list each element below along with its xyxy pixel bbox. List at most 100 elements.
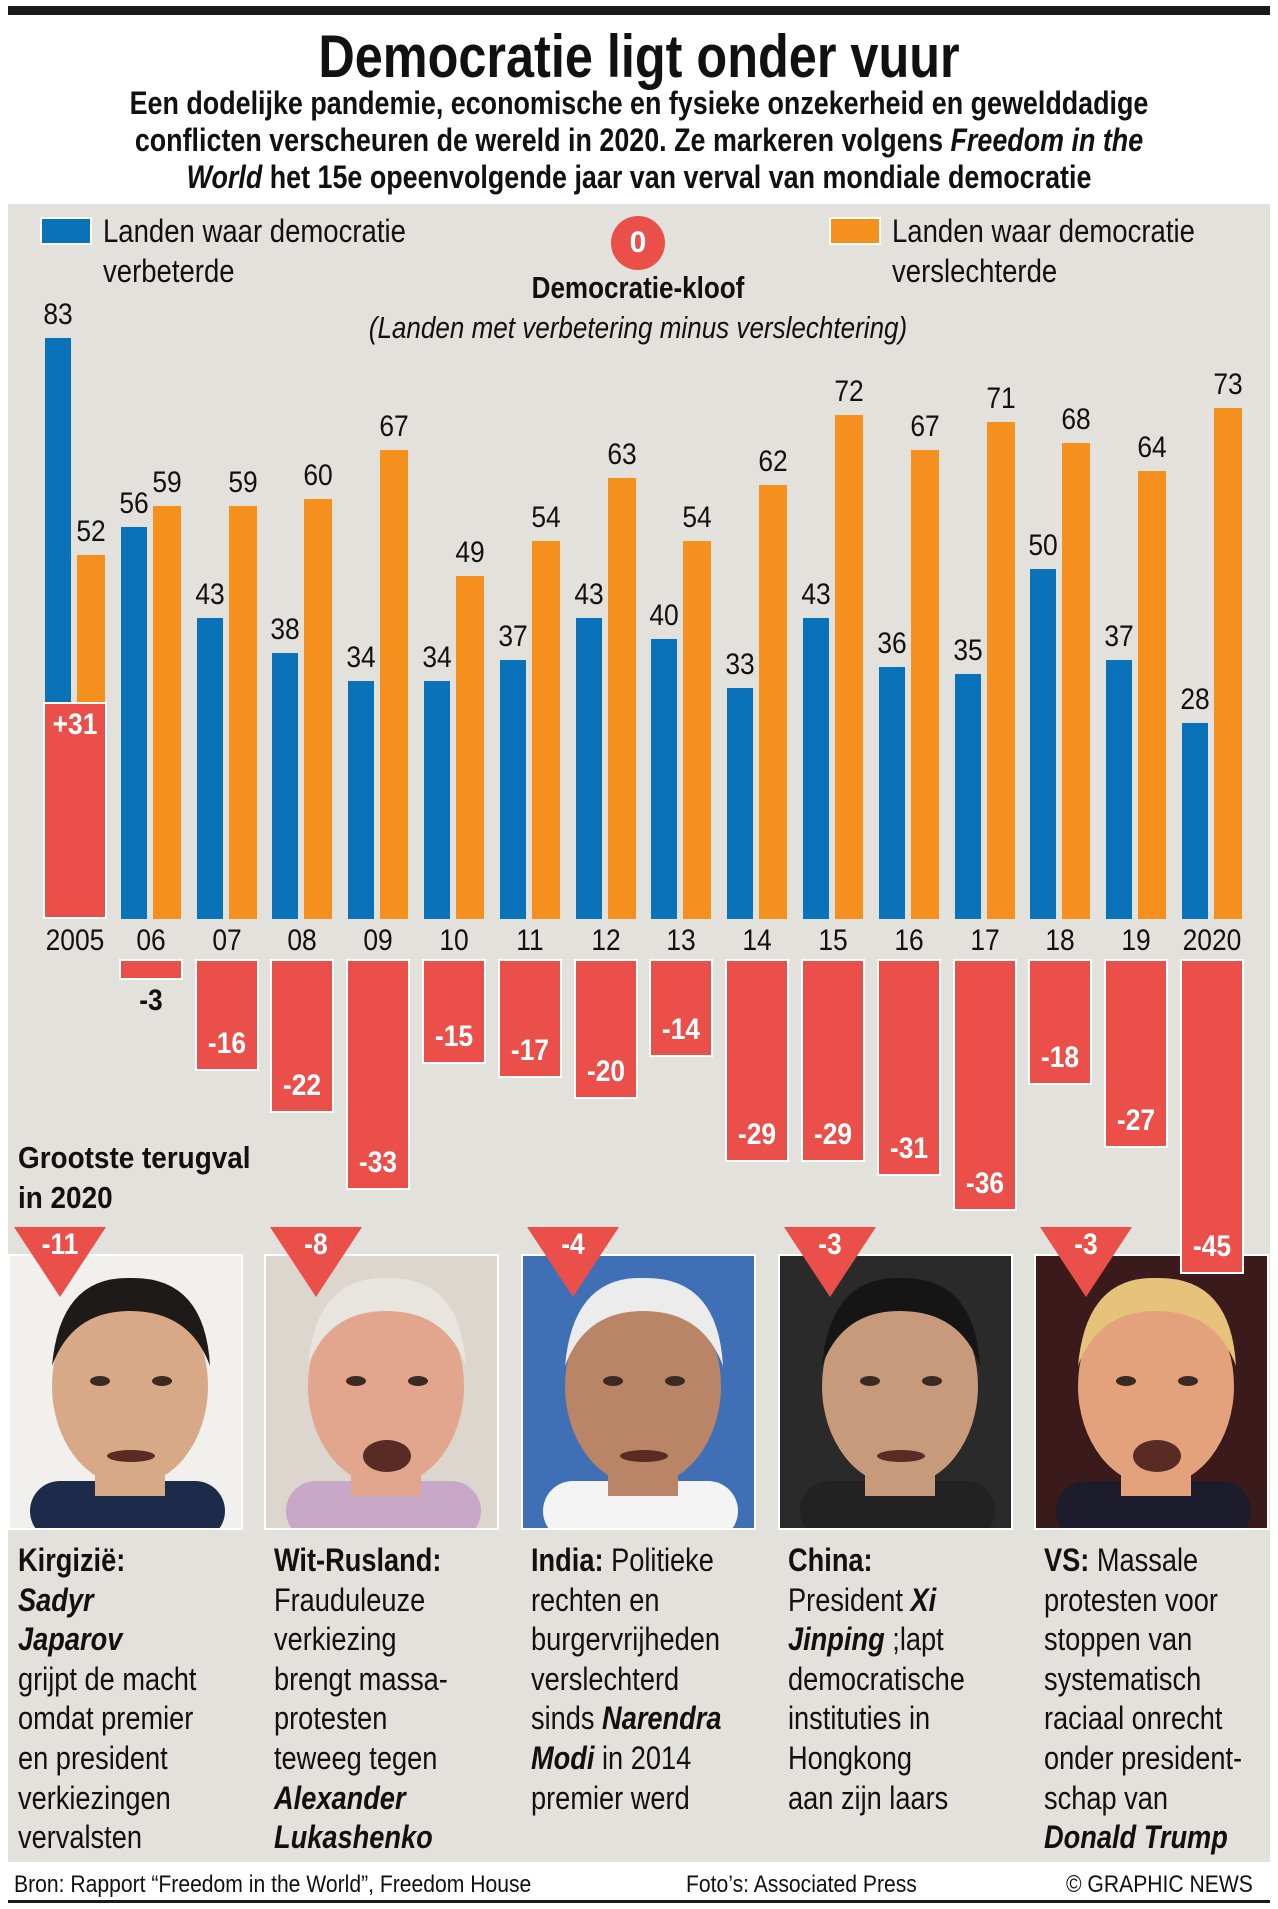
subtitle-line-text: Een dodelijke pandemie, economische en f… <box>102 84 1176 122</box>
worsened-value: 54 <box>531 501 561 534</box>
caption-line: teweeg tegen <box>274 1739 512 1779</box>
caption-line: democratische <box>788 1660 1026 1700</box>
gap-value: -16 <box>207 1027 246 1060</box>
caption-segment: Narendra <box>602 1700 722 1737</box>
caption-line: rechten en <box>531 1581 769 1621</box>
caption-segment: protesten <box>274 1700 388 1737</box>
gap-value: -22 <box>283 1069 322 1102</box>
year-label: 07 <box>211 924 242 957</box>
photo-credit: Foto’s: Associated Press <box>686 1871 917 1898</box>
gap-bar <box>649 959 714 1057</box>
gap-subtitle: (Landen met verbetering minus verslechte… <box>238 310 1038 346</box>
worsened-bar <box>228 506 257 919</box>
caption-segment: Jinping <box>788 1621 885 1658</box>
worsened-bar <box>759 485 788 919</box>
worsened-value: 62 <box>758 445 788 478</box>
caption-segment: raciaal onrecht <box>1044 1700 1223 1737</box>
year-label: 2020 <box>1182 924 1242 957</box>
gap-bar <box>422 959 486 1064</box>
caption-line: instituties in <box>788 1699 1026 1739</box>
score-value: -8 <box>304 1228 328 1261</box>
worsened-value: 59 <box>227 466 258 499</box>
caption-line: China: <box>788 1541 1026 1581</box>
caption-segment: brengt massa- <box>274 1660 448 1697</box>
gap-value: -17 <box>510 1034 549 1067</box>
gap-title: Democratie-kloof <box>338 270 938 306</box>
caption-segment: Kirgizië: <box>18 1542 126 1578</box>
legend-label-improved: Landen waar democratie verbeterde <box>103 211 406 291</box>
year-label: 15 <box>818 924 848 957</box>
year-label: 13 <box>666 924 697 957</box>
improved-value: 37 <box>1104 620 1134 653</box>
subtitle-line: World het 15e opeenvolgende jaar van ver… <box>0 158 1278 196</box>
gap-value: -36 <box>965 1167 1004 1200</box>
improved-value: 40 <box>649 599 680 632</box>
caption-line: verkiezing <box>274 1620 512 1660</box>
subtitle-segment: Freedom in the <box>950 122 1144 158</box>
caption-line: Lukashenko <box>274 1818 512 1858</box>
person-caption: India: Politieke rechten en burgervrijhede… <box>531 1541 769 1818</box>
improved-value: 56 <box>119 487 149 520</box>
caption-line: Modi in 2014 <box>531 1739 769 1779</box>
caption-line: aan zijn laars <box>788 1779 1026 1819</box>
legend-label-worsened: Landen waar democratie verslechterde <box>892 211 1195 291</box>
worsened-value: 68 <box>1061 403 1092 436</box>
improved-value: 33 <box>725 648 755 681</box>
caption-segment: Lukashenko <box>274 1819 433 1856</box>
caption-segment: onder president- <box>1044 1739 1243 1776</box>
improved-bar <box>1030 569 1057 919</box>
worsened-bar <box>1062 443 1091 919</box>
caption-line: grijpt de macht <box>18 1660 256 1700</box>
caption-segment: aan zijn laars <box>788 1779 949 1816</box>
worsened-bar <box>304 499 333 919</box>
improved-bar <box>878 667 905 919</box>
subtitle-line: conflicten verscheuren de wereld in 2020… <box>0 121 1278 159</box>
portrait-illustration <box>30 1277 225 1528</box>
worsened-value: 67 <box>379 410 409 443</box>
gap-bar <box>725 959 790 1162</box>
caption-segment: Alexander <box>274 1779 406 1816</box>
portrait-illustration <box>543 1277 738 1528</box>
caption-segment: in 2014 <box>594 1739 692 1776</box>
caption-line: burgervrijheden <box>531 1620 769 1660</box>
caption-line: systematisch <box>1044 1660 1278 1700</box>
gap-value: -3 <box>139 984 163 1017</box>
caption-segment: en president <box>18 1739 168 1776</box>
worsened-value: 73 <box>1213 368 1243 401</box>
improved-value: 34 <box>346 641 376 674</box>
gap-bar <box>1104 959 1169 1148</box>
improved-bar <box>196 618 223 919</box>
caption-segment: premier werd <box>531 1779 690 1816</box>
caption-line: protesten <box>274 1699 512 1739</box>
portrait-illustration <box>286 1277 481 1528</box>
caption-segment: Hongkong <box>788 1739 913 1776</box>
caption-line: Wit-Rusland: <box>274 1541 512 1581</box>
gap-value: -18 <box>1041 1041 1080 1074</box>
caption-line: Hongkong <box>788 1739 1026 1779</box>
gap-bar <box>1180 959 1244 1274</box>
caption-line: sinds Narendra <box>531 1699 769 1739</box>
gap-value: -33 <box>359 1146 398 1179</box>
improved-value: 50 <box>1028 529 1059 562</box>
subtitle-line: Een dodelijke pandemie, economische en f… <box>0 84 1278 122</box>
score-value: -3 <box>818 1228 842 1261</box>
improved-bar <box>120 527 147 919</box>
source-note: Bron: Rapport “Freedom in the World”, Fr… <box>14 1871 532 1898</box>
gap-bar <box>270 959 335 1113</box>
caption-segment: burgervrijheden <box>531 1621 721 1658</box>
year-label: 2005 <box>45 924 105 957</box>
subtitle-segment: het 15e opeenvolgende jaar van verval va… <box>262 159 1092 195</box>
gap-bar <box>118 959 183 980</box>
improved-bar <box>424 681 450 919</box>
improved-bar <box>1182 723 1208 919</box>
gap-bar <box>952 959 1017 1211</box>
person-caption: Wit-Rusland: Frauduleuze verkiezing brengt … <box>274 1541 512 1858</box>
worsened-bar <box>1138 471 1167 919</box>
gap-bar <box>876 959 941 1176</box>
gap-bar <box>497 959 562 1078</box>
heading-line: in 2020 <box>18 1180 113 1215</box>
caption-segment: VS: <box>1044 1542 1090 1578</box>
heading-line: Grootste terugval <box>18 1140 251 1175</box>
subtitle-segment: Een dodelijke pandemie, economische en f… <box>129 85 1149 121</box>
worsened-value: 52 <box>76 515 106 548</box>
